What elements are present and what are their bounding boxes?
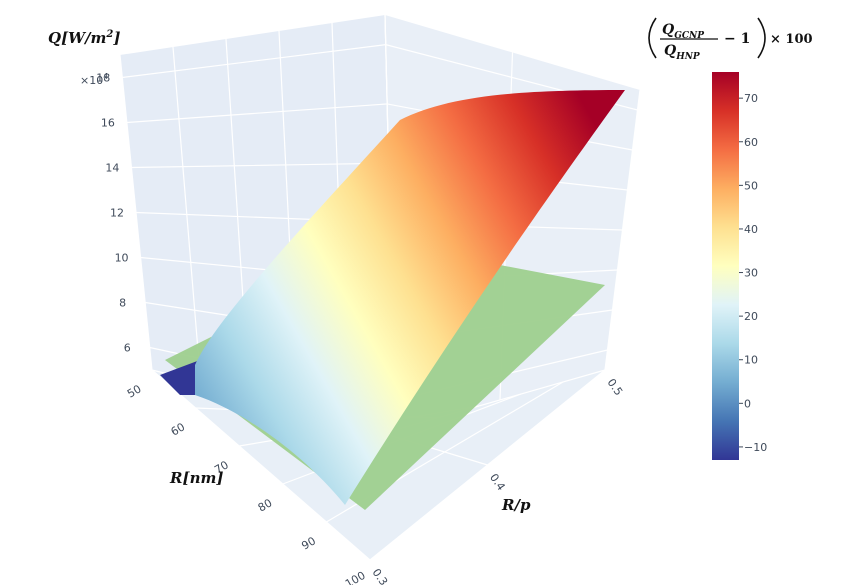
colorbar-tick-label: 10 xyxy=(744,354,758,367)
colorbar: −10 0 10 20 30 40 50 60 70 xyxy=(712,72,767,460)
z-tick-label: 10 xyxy=(115,252,129,265)
gcnp-surface xyxy=(195,90,625,505)
z-tick-label: 12 xyxy=(110,207,124,220)
y-wall-gridline xyxy=(119,54,153,371)
colorbar-title-den: Q xyxy=(664,43,676,59)
y-tick-label: 80 xyxy=(256,496,275,514)
colorbar-ticks: −10 0 10 20 30 40 50 60 70 xyxy=(739,92,767,454)
x-tick-label: 0.5 xyxy=(605,376,626,398)
y-tick-label: 70 xyxy=(212,458,231,476)
y-axis-title: R[nm] xyxy=(169,469,223,487)
y-tick-label: 60 xyxy=(169,420,188,438)
z-axis-ticks: 6 8 10 12 14 16 18 xyxy=(96,72,130,355)
colorbar-tick-label: 50 xyxy=(744,179,758,192)
colorbar-tick-label: 20 xyxy=(744,310,758,323)
colorbar-title-num: Q xyxy=(662,22,674,38)
z-axis-title: Q[W/m2] xyxy=(48,29,120,47)
colorbar-title-lparen xyxy=(648,17,657,59)
colorbar-tick-label: 0 xyxy=(744,397,751,410)
colorbar-tick-label: 70 xyxy=(744,92,758,105)
svg-text:QHNP: QHNP xyxy=(664,43,700,62)
z-tick-label: 14 xyxy=(105,162,119,175)
colorbar-title: QGCNP QHNP − 1 × 100 xyxy=(648,17,813,62)
x-axis-title: R/p xyxy=(501,496,531,514)
z-tick-label: 18 xyxy=(96,72,110,85)
y-axis-ticks: 50 60 70 80 90 100 xyxy=(125,382,368,585)
colorbar-bar xyxy=(712,72,739,460)
y-wall-gridline xyxy=(172,46,202,383)
colorbar-title-den-sub: HNP xyxy=(675,52,700,62)
y-tick-label: 90 xyxy=(299,534,318,552)
x-gridline xyxy=(151,369,371,561)
colorbar-tick-label: −10 xyxy=(744,441,767,454)
x-wall-gridline xyxy=(604,89,641,371)
z-axis-multiplier: ×104 xyxy=(80,72,108,87)
colorbar-title-tail: × 100 xyxy=(770,32,813,47)
x-tick-label: 0.3 xyxy=(370,566,391,585)
colorbar-title-suffix: − 1 xyxy=(724,31,750,47)
z-tick-label: 8 xyxy=(119,297,126,310)
colorbar-tick-label: 30 xyxy=(744,267,758,280)
svg-text:QGCNP: QGCNP xyxy=(662,22,704,41)
z-tick-label: 6 xyxy=(124,342,131,355)
colorbar-tick-label: 60 xyxy=(744,136,758,149)
colorbar-tick-label: 40 xyxy=(744,223,758,236)
colorbar-title-num-sub: GCNP xyxy=(674,31,704,41)
y-tick-label: 100 xyxy=(343,569,368,585)
y-tick-label: 50 xyxy=(125,382,144,400)
z-tick-label: 16 xyxy=(101,117,115,130)
x-tick-label: 0.4 xyxy=(487,471,508,493)
colorbar-title-rparen xyxy=(757,17,766,59)
